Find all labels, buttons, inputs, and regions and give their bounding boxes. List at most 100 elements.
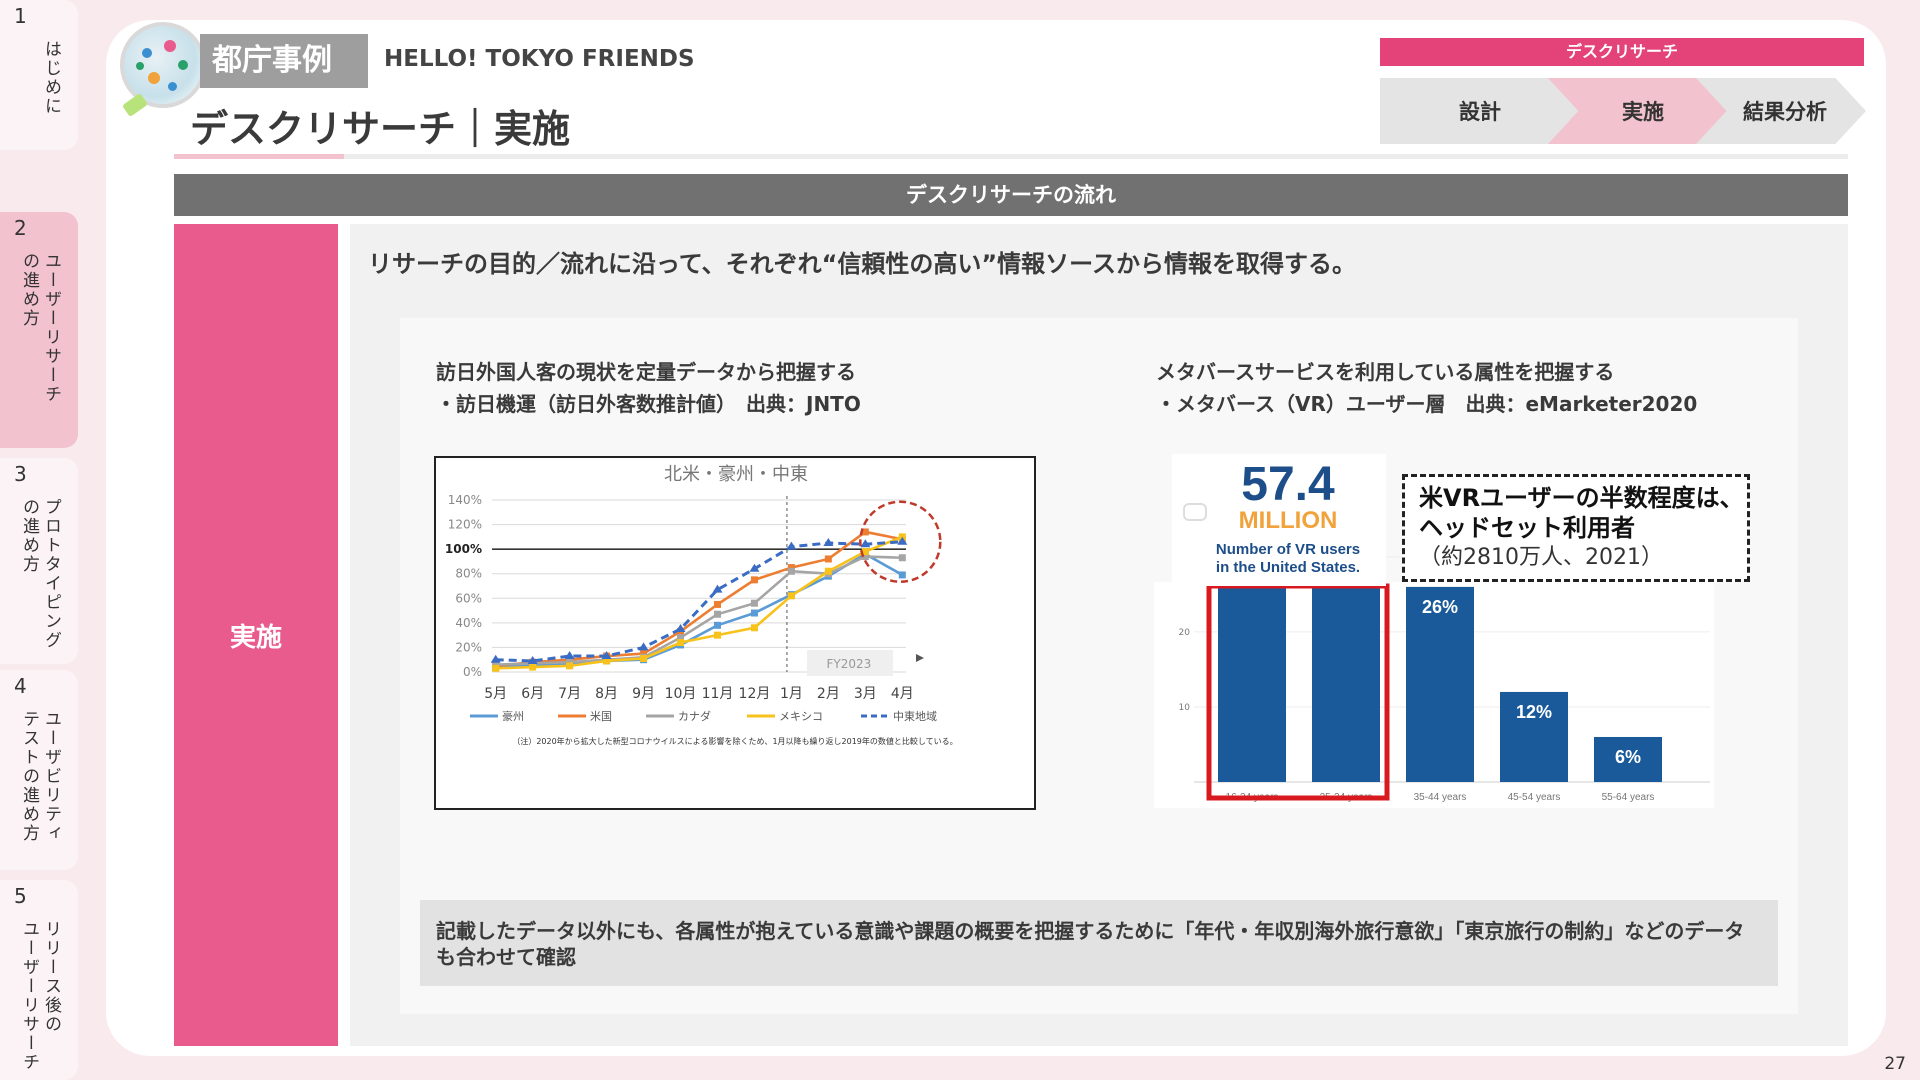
nav-item-3[interactable]: 3 プロトタイピング の進め方 (0, 458, 78, 664)
line-point (492, 664, 500, 672)
bar (1406, 586, 1474, 782)
line-point (750, 576, 758, 584)
case-tag: 都庁事例 (200, 34, 368, 88)
line-x-tick: 1月 (780, 686, 803, 702)
line-point (640, 650, 648, 658)
line-chart-frame: 北米・豪州・中東 0% 20% 40% 60% 80% 100% 120% 140% FY2023… (434, 456, 1036, 810)
bar-chart-frame: 10203034%16-24 years35%25-34 years26%35-… (1154, 452, 1714, 812)
line-x-tick: 2月 (817, 686, 840, 702)
legend-label: 中東地域 (893, 710, 937, 723)
nav-item-label: プロトタイピング の進め方 (19, 498, 61, 650)
line-x-tick: 9月 (632, 686, 655, 702)
line-y-tick: 140% (448, 493, 482, 507)
scroll-right-icon (916, 654, 924, 662)
nav-item-number: 4 (14, 674, 27, 698)
vr-stat-caption-2: in the United States. (1216, 559, 1360, 576)
line-series (495, 555, 903, 666)
vr-stat-caption-1: Number of VR users (1216, 541, 1360, 558)
legend-label: 豪州 (502, 709, 524, 723)
line-point (677, 639, 685, 647)
line-point (638, 642, 649, 651)
nav-item-label: ユーザビリティ テストの進め方 (19, 710, 61, 843)
line-point (529, 663, 537, 671)
line-point (566, 658, 574, 666)
line-point (787, 567, 795, 575)
line-point (713, 631, 721, 639)
line-y-tick: 100% (445, 542, 482, 556)
nav-item-label: はじめに (41, 40, 61, 116)
vr-headset-icon (1183, 503, 1207, 521)
note-box: 記載したデータ以外にも、各属性が抱えている意識や課題の概要を把握するために「年代… (420, 900, 1778, 986)
fy-label-bg (806, 650, 893, 676)
fy-label: FY2023 (827, 657, 872, 671)
lead-text: リサーチの目的／流れに沿って、それぞれ“信頼性の高い”情報ソースから情報を取得す… (368, 250, 1356, 278)
line-x-tick: 7月 (558, 686, 581, 702)
line-point (713, 610, 721, 618)
line-point (787, 592, 795, 600)
page-number: 27 (1884, 1054, 1906, 1074)
line-point (787, 564, 795, 572)
chapter-nav: 1 はじめに 2 ユーザーリサーチ の進め方 3 プロトタイピング の進め方 4… (0, 0, 78, 1080)
left-bullet: ・訪日機運（訪日外客数推計値） 出典：JNTO (436, 392, 861, 416)
line-x-tick: 10月 (665, 686, 697, 702)
line-point (566, 662, 574, 670)
legend-label: メキシコ (779, 710, 823, 723)
line-point (860, 539, 871, 548)
bar-value-label: 12% (1516, 702, 1552, 722)
bar-value-label: 26% (1422, 597, 1458, 617)
line-point (713, 600, 721, 608)
vr-stat-unit: MILLION (1239, 507, 1338, 534)
bar-x-tick: 55-64 years (1602, 792, 1655, 803)
bar-x-tick: 35-44 years (1414, 792, 1467, 803)
nav-item-number: 3 (14, 462, 27, 486)
project-name: HELLO! TOKYO FRIENDS (384, 46, 695, 72)
nav-item-label: ユーザーリサーチ の進め方 (19, 252, 61, 404)
bar-chart: 10203034%16-24 years35%25-34 years26%35-… (1154, 519, 1714, 812)
step-design[interactable]: 設計 (1380, 78, 1580, 144)
bar-y-tick: 10 (1179, 703, 1191, 713)
line-point (898, 554, 906, 562)
line-point (712, 584, 723, 593)
line-x-tick: 8月 (595, 686, 618, 702)
nav-item-1[interactable]: 1 はじめに (0, 0, 78, 150)
title-divider (174, 154, 1848, 159)
line-point (603, 657, 611, 665)
line-x-tick: 6月 (521, 686, 544, 702)
line-y-tick: 80% (455, 567, 482, 581)
line-chart-title: 北米・豪州・中東 (664, 464, 808, 485)
nav-item-5[interactable]: 5 リリース後の ユーザーリサーチ (0, 880, 78, 1080)
nav-item-2[interactable]: 2 ユーザーリサーチ の進め方 (0, 212, 78, 448)
callout-box: 米VRユーザーの半数程度は、 ヘッドセット利用者 （約2810万人、2021） (1402, 474, 1750, 582)
line-x-tick: 5月 (484, 686, 507, 702)
left-heading: 訪日外国人客の現状を定量データから把握する (436, 360, 856, 384)
line-point (490, 654, 501, 663)
line-point (640, 654, 648, 662)
bar-y-tick: 20 (1179, 628, 1191, 638)
line-series (495, 540, 903, 663)
highlight-frame (1206, 583, 1390, 801)
callout-title: 米VRユーザーの半数程度は、 ヘッドセット利用者 (1419, 484, 1744, 542)
nav-item-label: リリース後の ユーザーリサーチ (19, 920, 61, 1072)
flow-bar: デスクリサーチの流れ (174, 174, 1848, 216)
line-point (749, 563, 760, 572)
line-point (492, 661, 500, 669)
step-analysis[interactable]: 結果分析 (1696, 78, 1866, 144)
phase-label: 実施 (174, 224, 338, 1046)
right-bullet: ・メタバース（VR）ユーザー層 出典：eMarketer2020 (1156, 392, 1698, 416)
line-point (861, 548, 869, 556)
line-chart-footnote: （注）2020年から拡大した新型コロナウイルスによる影響を除くため、1月以降も繰… (512, 736, 957, 746)
line-series (495, 535, 903, 670)
line-point (677, 634, 685, 642)
line-point (824, 555, 832, 563)
line-y-tick: 60% (455, 591, 482, 605)
line-x-tick: 3月 (854, 686, 877, 702)
line-x-tick: 4月 (891, 686, 914, 702)
nav-item-4[interactable]: 4 ユーザビリティ テストの進め方 (0, 670, 78, 870)
nav-item-number: 1 (14, 4, 27, 28)
line-point (786, 541, 797, 550)
right-heading: メタバースサービスを利用している属性を把握する (1156, 360, 1615, 384)
line-x-tick: 11月 (702, 686, 734, 702)
line-point (861, 528, 869, 536)
line-point (713, 621, 721, 629)
mascot-logo-icon (120, 22, 206, 108)
